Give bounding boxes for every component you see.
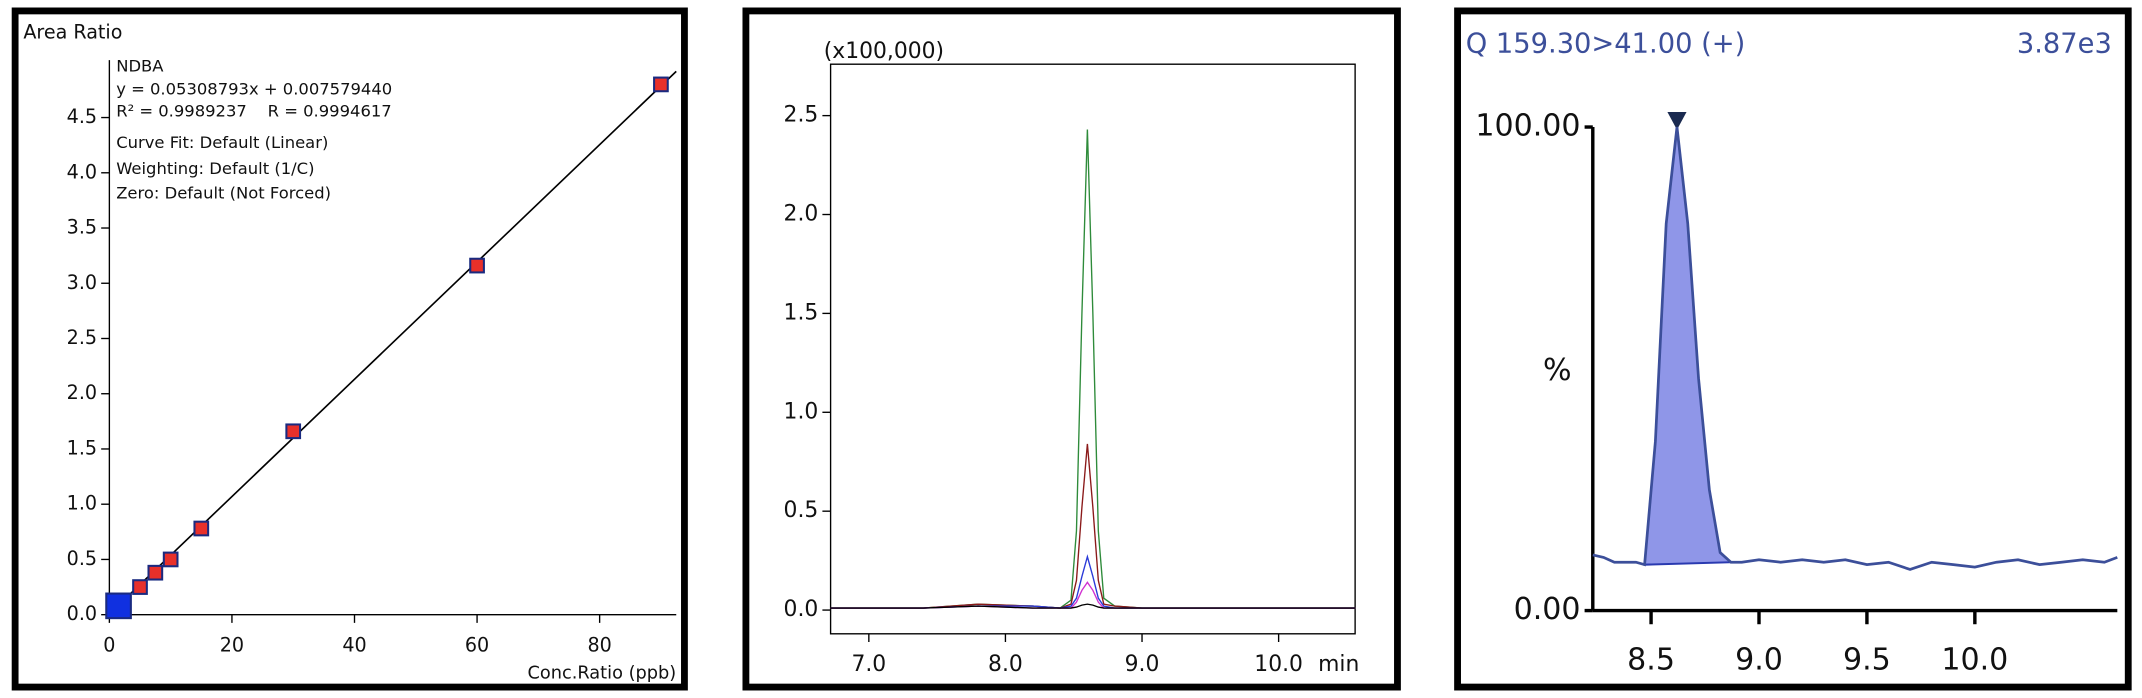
y-tick-label: 0.5 — [784, 498, 819, 523]
panel-border — [742, 7, 1401, 691]
y-tick-label: 1.5 — [67, 436, 97, 459]
data-point — [105, 592, 132, 620]
trace-line — [1592, 126, 2118, 571]
x-tick-label: 9.0 — [1735, 643, 1783, 678]
y-tick-label: 4.0 — [67, 160, 97, 183]
y-tick-label: 0.00 — [1514, 592, 1581, 627]
y-tick-label: 0.0 — [67, 602, 97, 625]
y-tick-label: 3.0 — [67, 271, 97, 294]
y-tick-label: 3.5 — [67, 216, 97, 239]
data-point — [653, 76, 669, 93]
annotation: NDBA — [116, 56, 164, 75]
x-tick-label: 10.0 — [1941, 643, 2008, 678]
x-tick-label: 40 — [342, 634, 366, 657]
data-point — [193, 520, 210, 537]
x-tick-label: 9.0 — [1125, 652, 1160, 677]
panel-border — [1454, 7, 2132, 691]
x-tick-label: 8.5 — [1627, 643, 1675, 678]
y-axis-label: % — [1543, 353, 1572, 388]
chart-title: Q 159.30>41.00 (+) — [1466, 29, 1746, 60]
y-tick-label: 2.0 — [67, 381, 97, 404]
intensity-label: 3.87e3 — [2017, 29, 2112, 60]
annotation: R² = 0.9989237 R = 0.9994617 — [116, 102, 392, 121]
data-point — [469, 257, 485, 274]
annotation: Curve Fit: Default (Linear) — [116, 133, 328, 152]
trace-line — [830, 603, 1356, 609]
data-point — [285, 423, 302, 440]
data-point — [162, 551, 179, 568]
data-point — [132, 579, 148, 595]
y-tick-label: 1.5 — [784, 300, 819, 325]
x-tick-label: 7.0 — [851, 652, 886, 677]
y-tick-label: 2.5 — [67, 326, 97, 349]
y-tick-label: 1.0 — [784, 399, 819, 424]
x-tick-label: 80 — [587, 634, 611, 657]
trace-line — [830, 581, 1356, 609]
peak-marker — [1667, 112, 1687, 130]
x-tick-label: 20 — [220, 634, 244, 657]
peak-area — [1643, 126, 1734, 566]
y-tick-label: 100.00 — [1475, 109, 1580, 144]
x-tick-label: 8.0 — [988, 652, 1023, 677]
x-unit: min — [1318, 652, 1359, 677]
y-tick-label: 2.0 — [784, 202, 819, 227]
y-axis-label: (x100,000) — [824, 39, 944, 64]
trace-line — [830, 129, 1356, 609]
y-tick-label: 1.0 — [67, 492, 97, 515]
x-tick-label: 0 — [103, 634, 115, 657]
trace-line — [830, 443, 1356, 609]
x-axis-label: Conc.Ratio (ppb) — [527, 663, 676, 683]
y-tick-label: 2.5 — [784, 103, 819, 128]
plot-frame — [829, 63, 1356, 635]
annotation: Weighting: Default (1/C) — [116, 159, 314, 178]
annotation: y = 0.05308793x + 0.007579440 — [116, 80, 392, 99]
panel-border — [11, 7, 688, 691]
trace-line — [830, 554, 1356, 609]
annotation: Zero: Default (Not Forced) — [116, 183, 331, 202]
data-point — [147, 564, 164, 581]
y-tick-label: 0.0 — [784, 597, 819, 622]
y-tick-label: 4.5 — [67, 105, 97, 128]
y-tick-label: 0.5 — [67, 547, 97, 570]
x-tick-label: 60 — [465, 634, 489, 657]
x-tick-label: 9.5 — [1843, 643, 1891, 678]
y-axis-label: Area Ratio — [23, 20, 122, 43]
x-tick-label: 10.0 — [1254, 652, 1303, 677]
